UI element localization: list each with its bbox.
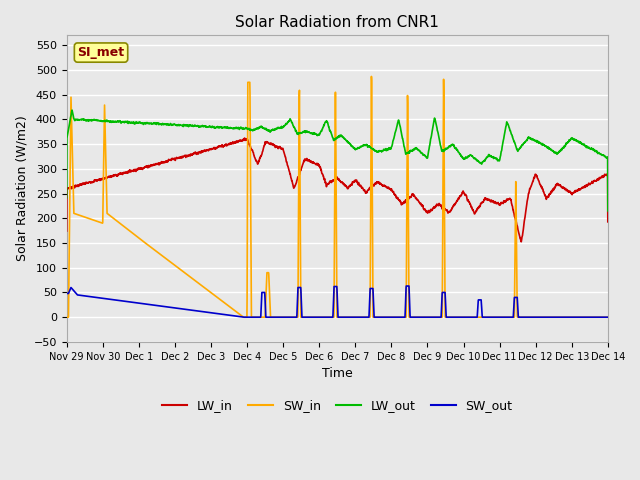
- LW_in: [241, 135, 248, 141]
- Y-axis label: Solar Radiation (W/m2): Solar Radiation (W/m2): [15, 116, 28, 262]
- SW_in: [367, 73, 375, 79]
- SW_in: [125, 227, 132, 233]
- LW_in: [125, 170, 132, 176]
- SW_in: [157, 252, 164, 257]
- LW_in: [271, 143, 278, 148]
- LW_in: [536, 180, 543, 185]
- LW_out: [593, 150, 601, 156]
- LW_in: [294, 174, 301, 180]
- Line: LW_out: LW_out: [67, 110, 608, 211]
- X-axis label: Time: Time: [322, 367, 353, 380]
- LW_out: [125, 120, 132, 125]
- SW_out: [239, 314, 247, 320]
- LW_in: [63, 228, 70, 234]
- LW_out: [535, 140, 543, 146]
- LW_out: [604, 208, 612, 214]
- SW_in: [294, 314, 301, 320]
- LW_in: [594, 176, 602, 181]
- LW_in: [157, 160, 164, 166]
- LW_out: [271, 127, 278, 133]
- LW_out: [63, 195, 70, 201]
- LW_out: [68, 107, 76, 113]
- SW_out: [536, 314, 543, 320]
- SW_out: [403, 283, 410, 289]
- SW_out: [604, 314, 612, 320]
- LW_out: [294, 131, 301, 136]
- SW_out: [294, 288, 301, 293]
- Line: SW_out: SW_out: [67, 286, 608, 317]
- SW_in: [535, 314, 543, 320]
- Text: SI_met: SI_met: [77, 46, 125, 59]
- SW_in: [63, 314, 70, 320]
- SW_in: [270, 314, 278, 320]
- SW_out: [594, 314, 602, 320]
- Legend: LW_in, SW_in, LW_out, SW_out: LW_in, SW_in, LW_out, SW_out: [157, 394, 518, 417]
- Line: LW_in: LW_in: [67, 138, 608, 242]
- LW_in: [604, 219, 612, 225]
- SW_in: [593, 314, 601, 320]
- SW_out: [125, 299, 132, 305]
- Title: Solar Radiation from CNR1: Solar Radiation from CNR1: [236, 15, 439, 30]
- LW_in: [517, 239, 525, 245]
- Line: SW_in: SW_in: [67, 76, 608, 317]
- SW_out: [157, 303, 164, 309]
- LW_out: [157, 121, 164, 127]
- SW_out: [271, 314, 278, 320]
- SW_out: [63, 290, 70, 296]
- SW_in: [604, 314, 612, 320]
